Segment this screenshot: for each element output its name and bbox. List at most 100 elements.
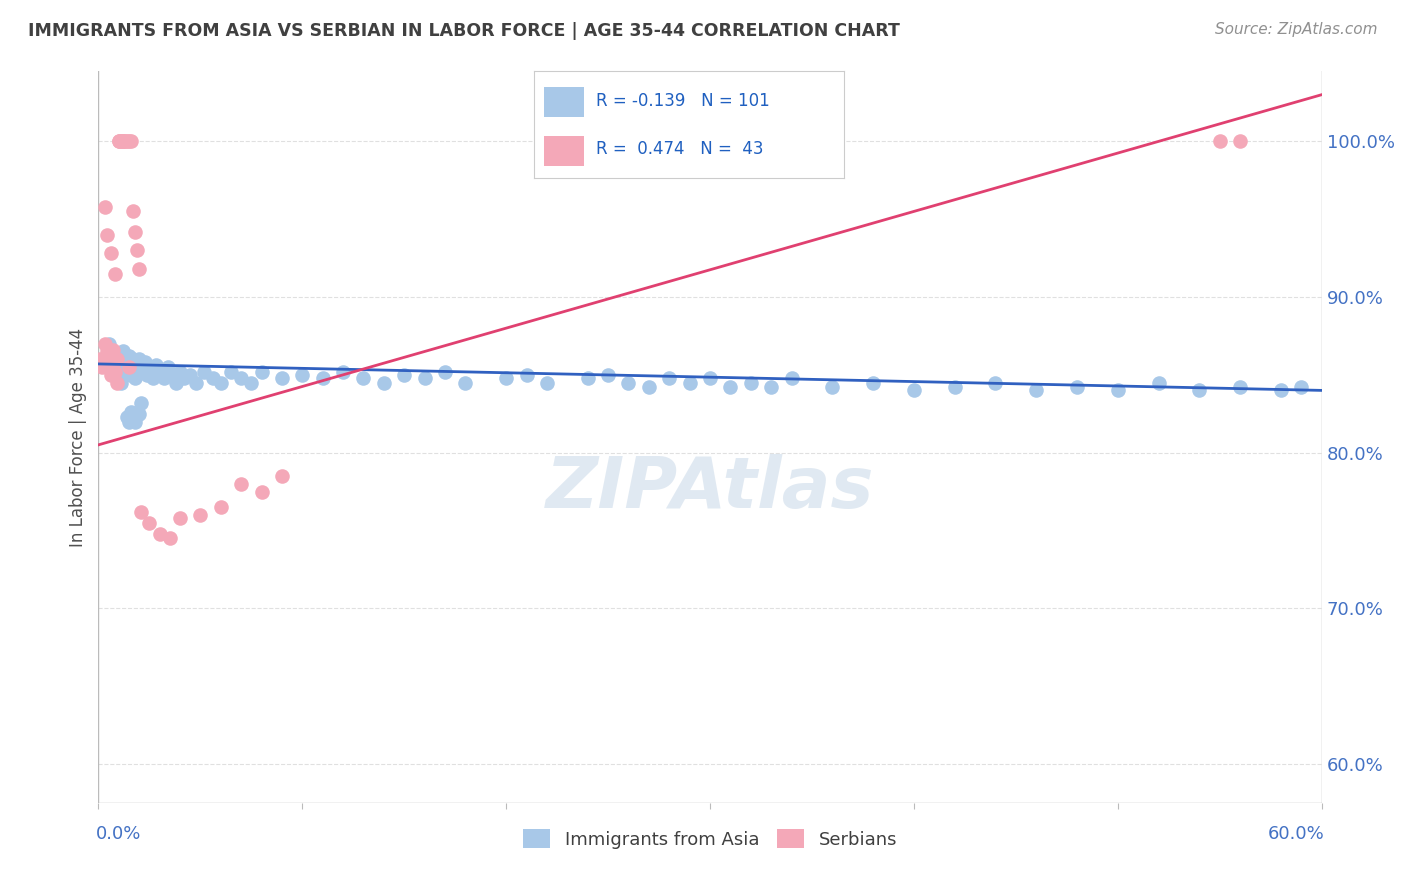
Text: R =  0.474   N =  43: R = 0.474 N = 43 (596, 141, 763, 159)
Point (122, 352, 145, 367)
Point (761, 380, 783, 394)
Point (434, 365, 457, 379)
Point (201, 371, 224, 385)
Point (108, 135, 131, 149)
Point (101, 359, 124, 373)
FancyBboxPatch shape (544, 87, 583, 118)
Point (1147, 376, 1170, 390)
Point (101, 368, 124, 382)
Point (120, 405, 142, 419)
Point (495, 371, 517, 385)
Point (110, 135, 132, 149)
Point (138, 516, 160, 530)
Point (114, 135, 136, 149)
Point (718, 380, 742, 394)
Point (1188, 384, 1211, 398)
Point (160, 368, 183, 382)
Point (108, 365, 131, 379)
Point (250, 365, 273, 379)
Point (128, 262, 150, 277)
Point (122, 411, 145, 425)
Point (114, 355, 136, 369)
Point (111, 135, 134, 149)
Point (115, 409, 138, 424)
Point (1229, 380, 1251, 394)
Point (105, 371, 128, 385)
Text: ZIPAtlas: ZIPAtlas (546, 454, 875, 523)
Point (124, 415, 146, 429)
Point (699, 371, 721, 385)
Point (141, 365, 163, 379)
Point (679, 376, 702, 390)
Point (110, 135, 132, 149)
Point (120, 368, 142, 382)
Point (124, 359, 146, 374)
Point (115, 135, 138, 149)
Point (118, 359, 141, 374)
Point (231, 371, 253, 385)
Point (108, 135, 131, 149)
Point (110, 359, 132, 374)
Point (97, 359, 120, 374)
Point (149, 526, 172, 541)
Point (179, 368, 201, 382)
Point (118, 135, 141, 149)
Point (105, 359, 128, 373)
Point (332, 365, 354, 379)
Point (128, 407, 150, 421)
Point (105, 376, 128, 390)
Point (413, 371, 436, 385)
Point (1229, 135, 1251, 149)
Point (136, 368, 159, 382)
Point (97, 349, 120, 363)
Point (209, 500, 232, 515)
Point (93, 200, 115, 214)
Point (115, 363, 138, 377)
Point (943, 380, 966, 394)
Point (352, 371, 374, 385)
Point (105, 352, 128, 367)
Point (115, 352, 138, 367)
Point (129, 396, 152, 410)
Point (108, 352, 131, 367)
Text: IMMIGRANTS FROM ASIA VS SERBIAN IN LABOR FORCE | AGE 35-44 CORRELATION CHART: IMMIGRANTS FROM ASIA VS SERBIAN IN LABOR… (28, 22, 900, 40)
Point (1291, 380, 1313, 394)
Text: 60.0%: 60.0% (1268, 825, 1324, 843)
Point (209, 376, 232, 390)
Point (132, 363, 155, 377)
Point (91, 359, 114, 374)
Point (134, 355, 156, 369)
Point (104, 365, 127, 379)
Point (104, 359, 127, 374)
Point (152, 371, 174, 385)
Point (100, 359, 122, 374)
Point (110, 376, 132, 390)
Point (159, 531, 181, 545)
Point (100, 246, 122, 260)
Point (124, 225, 146, 239)
Point (145, 359, 167, 373)
Point (740, 376, 762, 390)
Point (122, 204, 145, 219)
Point (93, 336, 115, 351)
Point (96, 359, 118, 374)
Point (118, 415, 141, 429)
Point (576, 371, 599, 385)
Point (193, 365, 215, 379)
Point (96, 344, 118, 359)
Point (1066, 380, 1088, 394)
Point (100, 349, 122, 363)
Point (104, 348, 127, 362)
Point (598, 368, 620, 382)
Point (118, 349, 141, 363)
Point (780, 371, 803, 385)
Point (291, 368, 314, 382)
Point (169, 365, 191, 379)
Point (120, 355, 142, 369)
Point (101, 343, 124, 357)
Point (127, 407, 149, 421)
Point (617, 376, 640, 390)
Point (219, 365, 242, 379)
Point (111, 355, 134, 369)
Point (658, 371, 681, 385)
